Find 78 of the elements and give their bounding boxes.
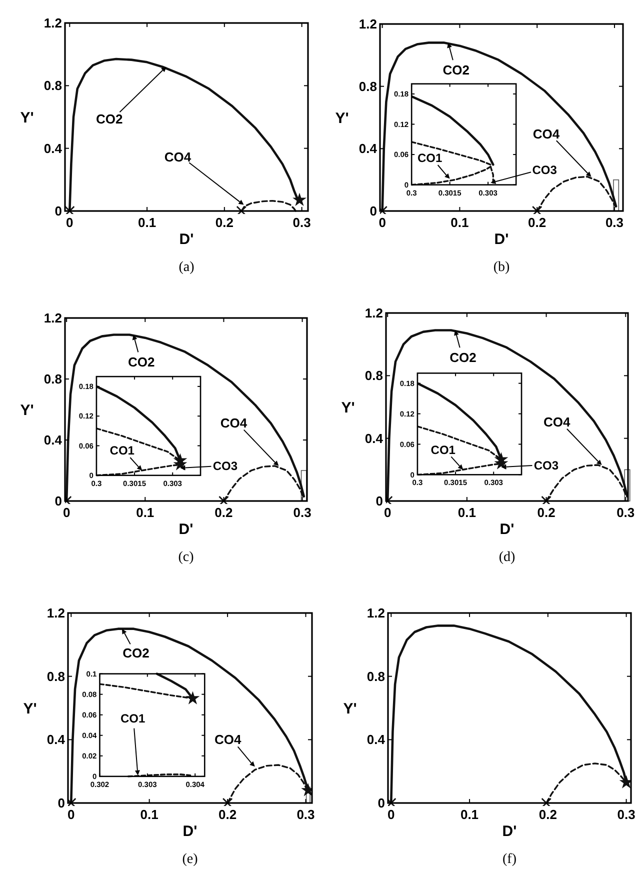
x-tick-label: 0.3 [617, 807, 636, 822]
y-tick-label: 0.4 [364, 430, 384, 446]
x-axis-title: D' [500, 521, 514, 538]
y-tick-label: 0 [54, 204, 62, 219]
x-tick-label: 0.1 [460, 807, 479, 822]
annotation: CO2 [442, 62, 470, 78]
x-tick-label: 0.3 [605, 215, 624, 230]
y-axis-title: Y' [341, 399, 355, 416]
y-tick-label: 0 [376, 494, 383, 509]
x-axis-title: D' [178, 521, 194, 538]
y-tick-label: 0.4 [44, 140, 63, 156]
x-tick-label: 0.2 [215, 215, 234, 230]
x-axis-title: D' [502, 823, 517, 840]
y-tick-label: 0.8 [366, 668, 385, 684]
text: (d) [498, 550, 516, 565]
y-axis-title: Y' [335, 110, 349, 127]
y-tick-label: 1.2 [358, 16, 377, 32]
text: (e) [182, 852, 198, 867]
annotation: CO4 [214, 732, 242, 748]
y-tick-label: 0.8 [364, 368, 383, 384]
y-tick-label: 1.2 [364, 306, 383, 321]
x-tick-label: 0.1 [140, 807, 158, 822]
y-tick-label: 0.4 [46, 732, 66, 748]
x-tick-label: 0.2 [528, 215, 546, 230]
y-axis-title: Y' [20, 402, 34, 419]
annotation: CO1 [430, 442, 456, 457]
x-tick-label: 0.1 [136, 505, 154, 520]
y-tick-label: 0.4 [366, 732, 386, 748]
annotation: CO4 [532, 126, 560, 142]
y-tick-label: 0 [54, 494, 62, 509]
annotation: CO2 [96, 111, 123, 126]
y-tick-label: 1.2 [44, 16, 62, 31]
text: (a) [178, 260, 195, 275]
text: (f) [502, 852, 517, 867]
annotation: CO2 [128, 354, 155, 370]
y-axis-title: Y' [20, 109, 34, 126]
text: (c) [178, 550, 194, 565]
annotation: CO3 [532, 163, 558, 177]
annotation: CO4 [220, 415, 248, 430]
y-tick-label: 0.4 [44, 432, 63, 448]
annotation: CO3 [534, 458, 559, 472]
annotation: CO2 [450, 350, 476, 365]
y-tick-label: 0.4 [358, 141, 378, 156]
y-tick-label: 0 [378, 796, 385, 811]
y-tick-label: 1.2 [44, 310, 62, 326]
y-tick-label: 0.8 [46, 668, 65, 684]
x-tick-label: 0.1 [458, 505, 476, 520]
x-tick-label: 0 [68, 807, 75, 822]
annotation: CO1 [110, 444, 135, 458]
y-tick-label: 0.8 [358, 78, 377, 94]
x-axis-title: D' [179, 231, 194, 248]
x-tick-label: 0.3 [293, 505, 312, 520]
y-tick-label: 1.2 [366, 606, 385, 621]
annotation: CO2 [122, 645, 150, 660]
x-axis-title: D' [494, 231, 509, 248]
x-tick-label: 0.2 [538, 807, 557, 822]
y-tick-label: 0.8 [44, 78, 62, 94]
x-tick-label: 0.1 [450, 215, 469, 230]
x-tick-label: 0.2 [218, 807, 237, 822]
x-tick-label: 0.3 [292, 215, 311, 230]
annotation: CO4 [164, 149, 192, 164]
x-axis-title: D' [182, 823, 198, 840]
x-tick-label: 0.3 [296, 807, 315, 822]
x-tick-label: 0.3 [616, 505, 635, 520]
y-tick-label: 0 [370, 204, 377, 219]
annotation: CO1 [417, 150, 442, 165]
x-tick-label: 0.2 [537, 505, 556, 520]
annotation: CO4 [543, 414, 571, 430]
text: (b) [493, 260, 510, 275]
x-tick-label: 0.2 [214, 505, 233, 520]
y-axis-title: Y' [23, 700, 37, 718]
y-tick-label: 1.2 [46, 606, 65, 621]
annotation: CO1 [120, 712, 146, 726]
y-tick-label: 0.8 [44, 372, 62, 387]
annotation: CO3 [212, 459, 238, 474]
x-tick-label: 0.1 [138, 215, 156, 230]
y-axis-title: Y' [343, 700, 357, 718]
y-tick-label: 0 [58, 796, 65, 811]
